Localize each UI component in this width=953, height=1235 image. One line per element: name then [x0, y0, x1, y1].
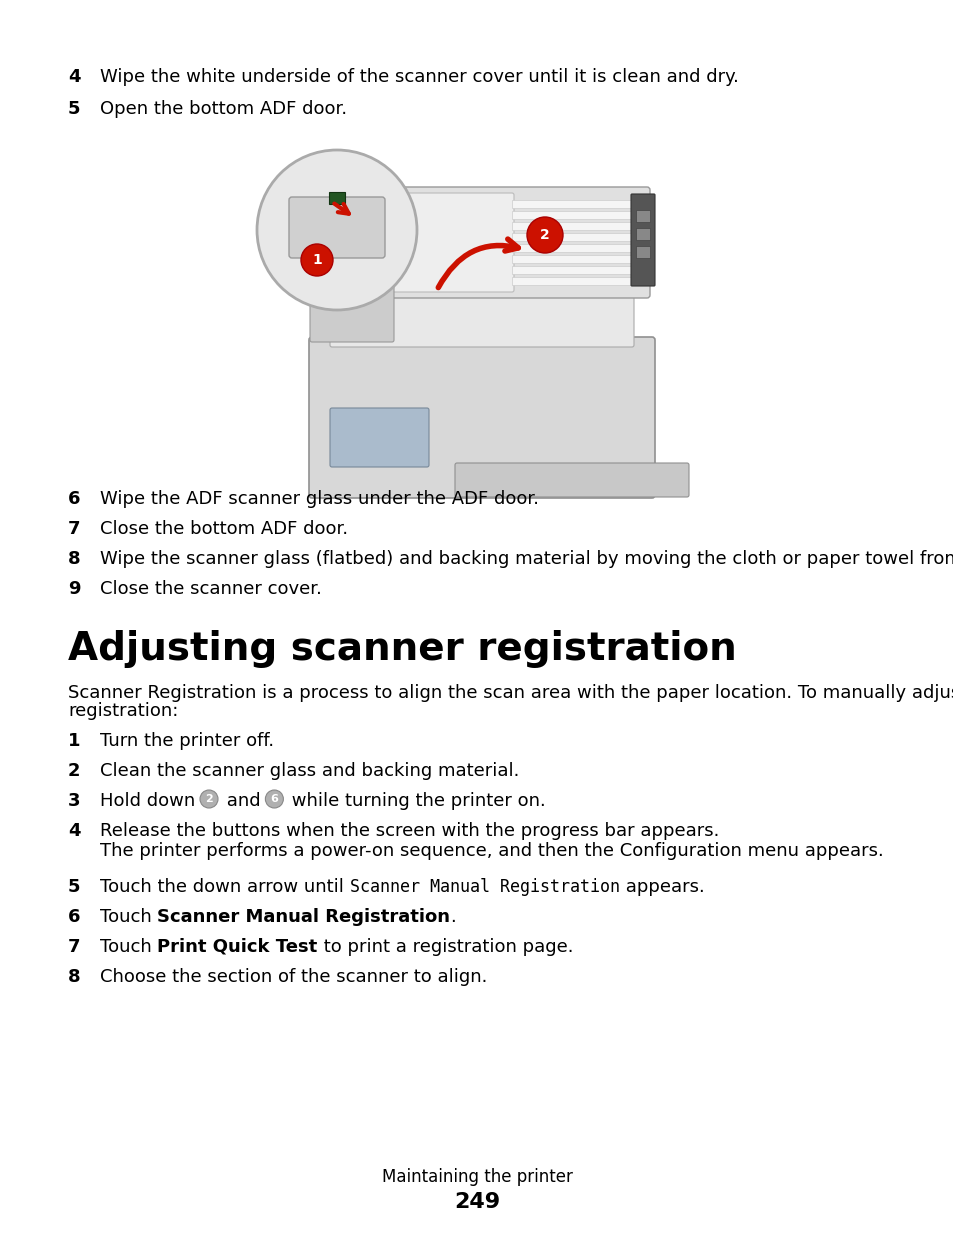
Circle shape — [200, 790, 218, 808]
FancyBboxPatch shape — [330, 288, 634, 347]
FancyBboxPatch shape — [309, 337, 655, 498]
Text: Touch the down arrow until: Touch the down arrow until — [100, 878, 349, 897]
Text: registration:: registration: — [68, 701, 178, 720]
Text: 4: 4 — [68, 823, 80, 840]
Text: 8: 8 — [68, 550, 81, 568]
Text: Close the bottom ADF door.: Close the bottom ADF door. — [100, 520, 348, 538]
FancyBboxPatch shape — [310, 258, 394, 342]
Bar — [512, 211, 637, 219]
Text: 1: 1 — [68, 732, 80, 750]
Text: Print Quick Test: Print Quick Test — [157, 939, 317, 956]
Text: 8: 8 — [68, 968, 81, 986]
Text: 2: 2 — [205, 794, 213, 804]
Circle shape — [265, 790, 283, 808]
Bar — [512, 254, 637, 263]
Text: 1: 1 — [312, 253, 321, 267]
Text: 6: 6 — [68, 908, 80, 926]
Text: The printer performs a power-on sequence, and then the Configuration menu appear: The printer performs a power-on sequence… — [100, 842, 882, 860]
Text: 249: 249 — [454, 1192, 499, 1212]
Text: to print a registration page.: to print a registration page. — [317, 939, 573, 956]
Bar — [512, 200, 637, 207]
Bar — [329, 191, 345, 204]
Bar — [636, 246, 649, 258]
Text: Turn the printer off.: Turn the printer off. — [100, 732, 274, 750]
FancyBboxPatch shape — [455, 463, 688, 496]
FancyBboxPatch shape — [330, 408, 429, 467]
Bar — [636, 210, 649, 222]
Text: Scanner Manual Registration: Scanner Manual Registration — [349, 878, 619, 897]
Text: 4: 4 — [68, 68, 80, 86]
Bar — [636, 228, 649, 240]
Bar — [512, 233, 637, 241]
Text: Touch: Touch — [100, 908, 157, 926]
Text: 6: 6 — [270, 794, 278, 804]
Text: while turning the printer on.: while turning the printer on. — [286, 792, 545, 810]
Text: Adjusting scanner registration: Adjusting scanner registration — [68, 630, 736, 668]
Text: 2: 2 — [539, 228, 549, 242]
Text: 5: 5 — [68, 100, 80, 119]
FancyBboxPatch shape — [630, 194, 655, 287]
Text: Close the scanner cover.: Close the scanner cover. — [100, 580, 321, 598]
FancyBboxPatch shape — [289, 198, 385, 258]
Circle shape — [256, 149, 416, 310]
Text: Open the bottom ADF door.: Open the bottom ADF door. — [100, 100, 347, 119]
Text: and: and — [221, 792, 266, 810]
FancyBboxPatch shape — [390, 193, 514, 291]
Circle shape — [526, 217, 562, 253]
Text: Wipe the ADF scanner glass under the ADF door.: Wipe the ADF scanner glass under the ADF… — [100, 490, 538, 508]
Text: Clean the scanner glass and backing material.: Clean the scanner glass and backing mate… — [100, 762, 518, 781]
Circle shape — [301, 245, 333, 275]
Bar — [512, 266, 637, 274]
Text: Touch: Touch — [100, 939, 157, 956]
Text: Wipe the white underside of the scanner cover until it is clean and dry.: Wipe the white underside of the scanner … — [100, 68, 739, 86]
Bar — [512, 245, 637, 252]
Text: Maintaining the printer: Maintaining the printer — [381, 1168, 572, 1186]
Bar — [512, 222, 637, 230]
Text: Scanner Manual Registration: Scanner Manual Registration — [157, 908, 450, 926]
Bar — [512, 277, 637, 285]
Text: appears.: appears. — [619, 878, 703, 897]
Text: Wipe the scanner glass (flatbed) and backing material by moving the cloth or pap: Wipe the scanner glass (flatbed) and bac… — [100, 550, 953, 568]
Text: Hold down: Hold down — [100, 792, 201, 810]
Text: 3: 3 — [68, 792, 80, 810]
Text: 2: 2 — [68, 762, 80, 781]
Text: 9: 9 — [68, 580, 80, 598]
Text: 7: 7 — [68, 939, 80, 956]
Text: .: . — [450, 908, 456, 926]
Text: 6: 6 — [68, 490, 80, 508]
Text: Choose the section of the scanner to align.: Choose the section of the scanner to ali… — [100, 968, 487, 986]
Text: Release the buttons when the screen with the progress bar appears.: Release the buttons when the screen with… — [100, 823, 719, 840]
Text: 7: 7 — [68, 520, 80, 538]
FancyBboxPatch shape — [384, 186, 649, 298]
Text: Scanner Registration is a process to align the scan area with the paper location: Scanner Registration is a process to ali… — [68, 684, 953, 701]
Text: 5: 5 — [68, 878, 80, 897]
